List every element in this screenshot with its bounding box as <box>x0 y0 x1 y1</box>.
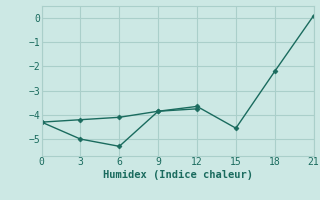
X-axis label: Humidex (Indice chaleur): Humidex (Indice chaleur) <box>103 170 252 180</box>
